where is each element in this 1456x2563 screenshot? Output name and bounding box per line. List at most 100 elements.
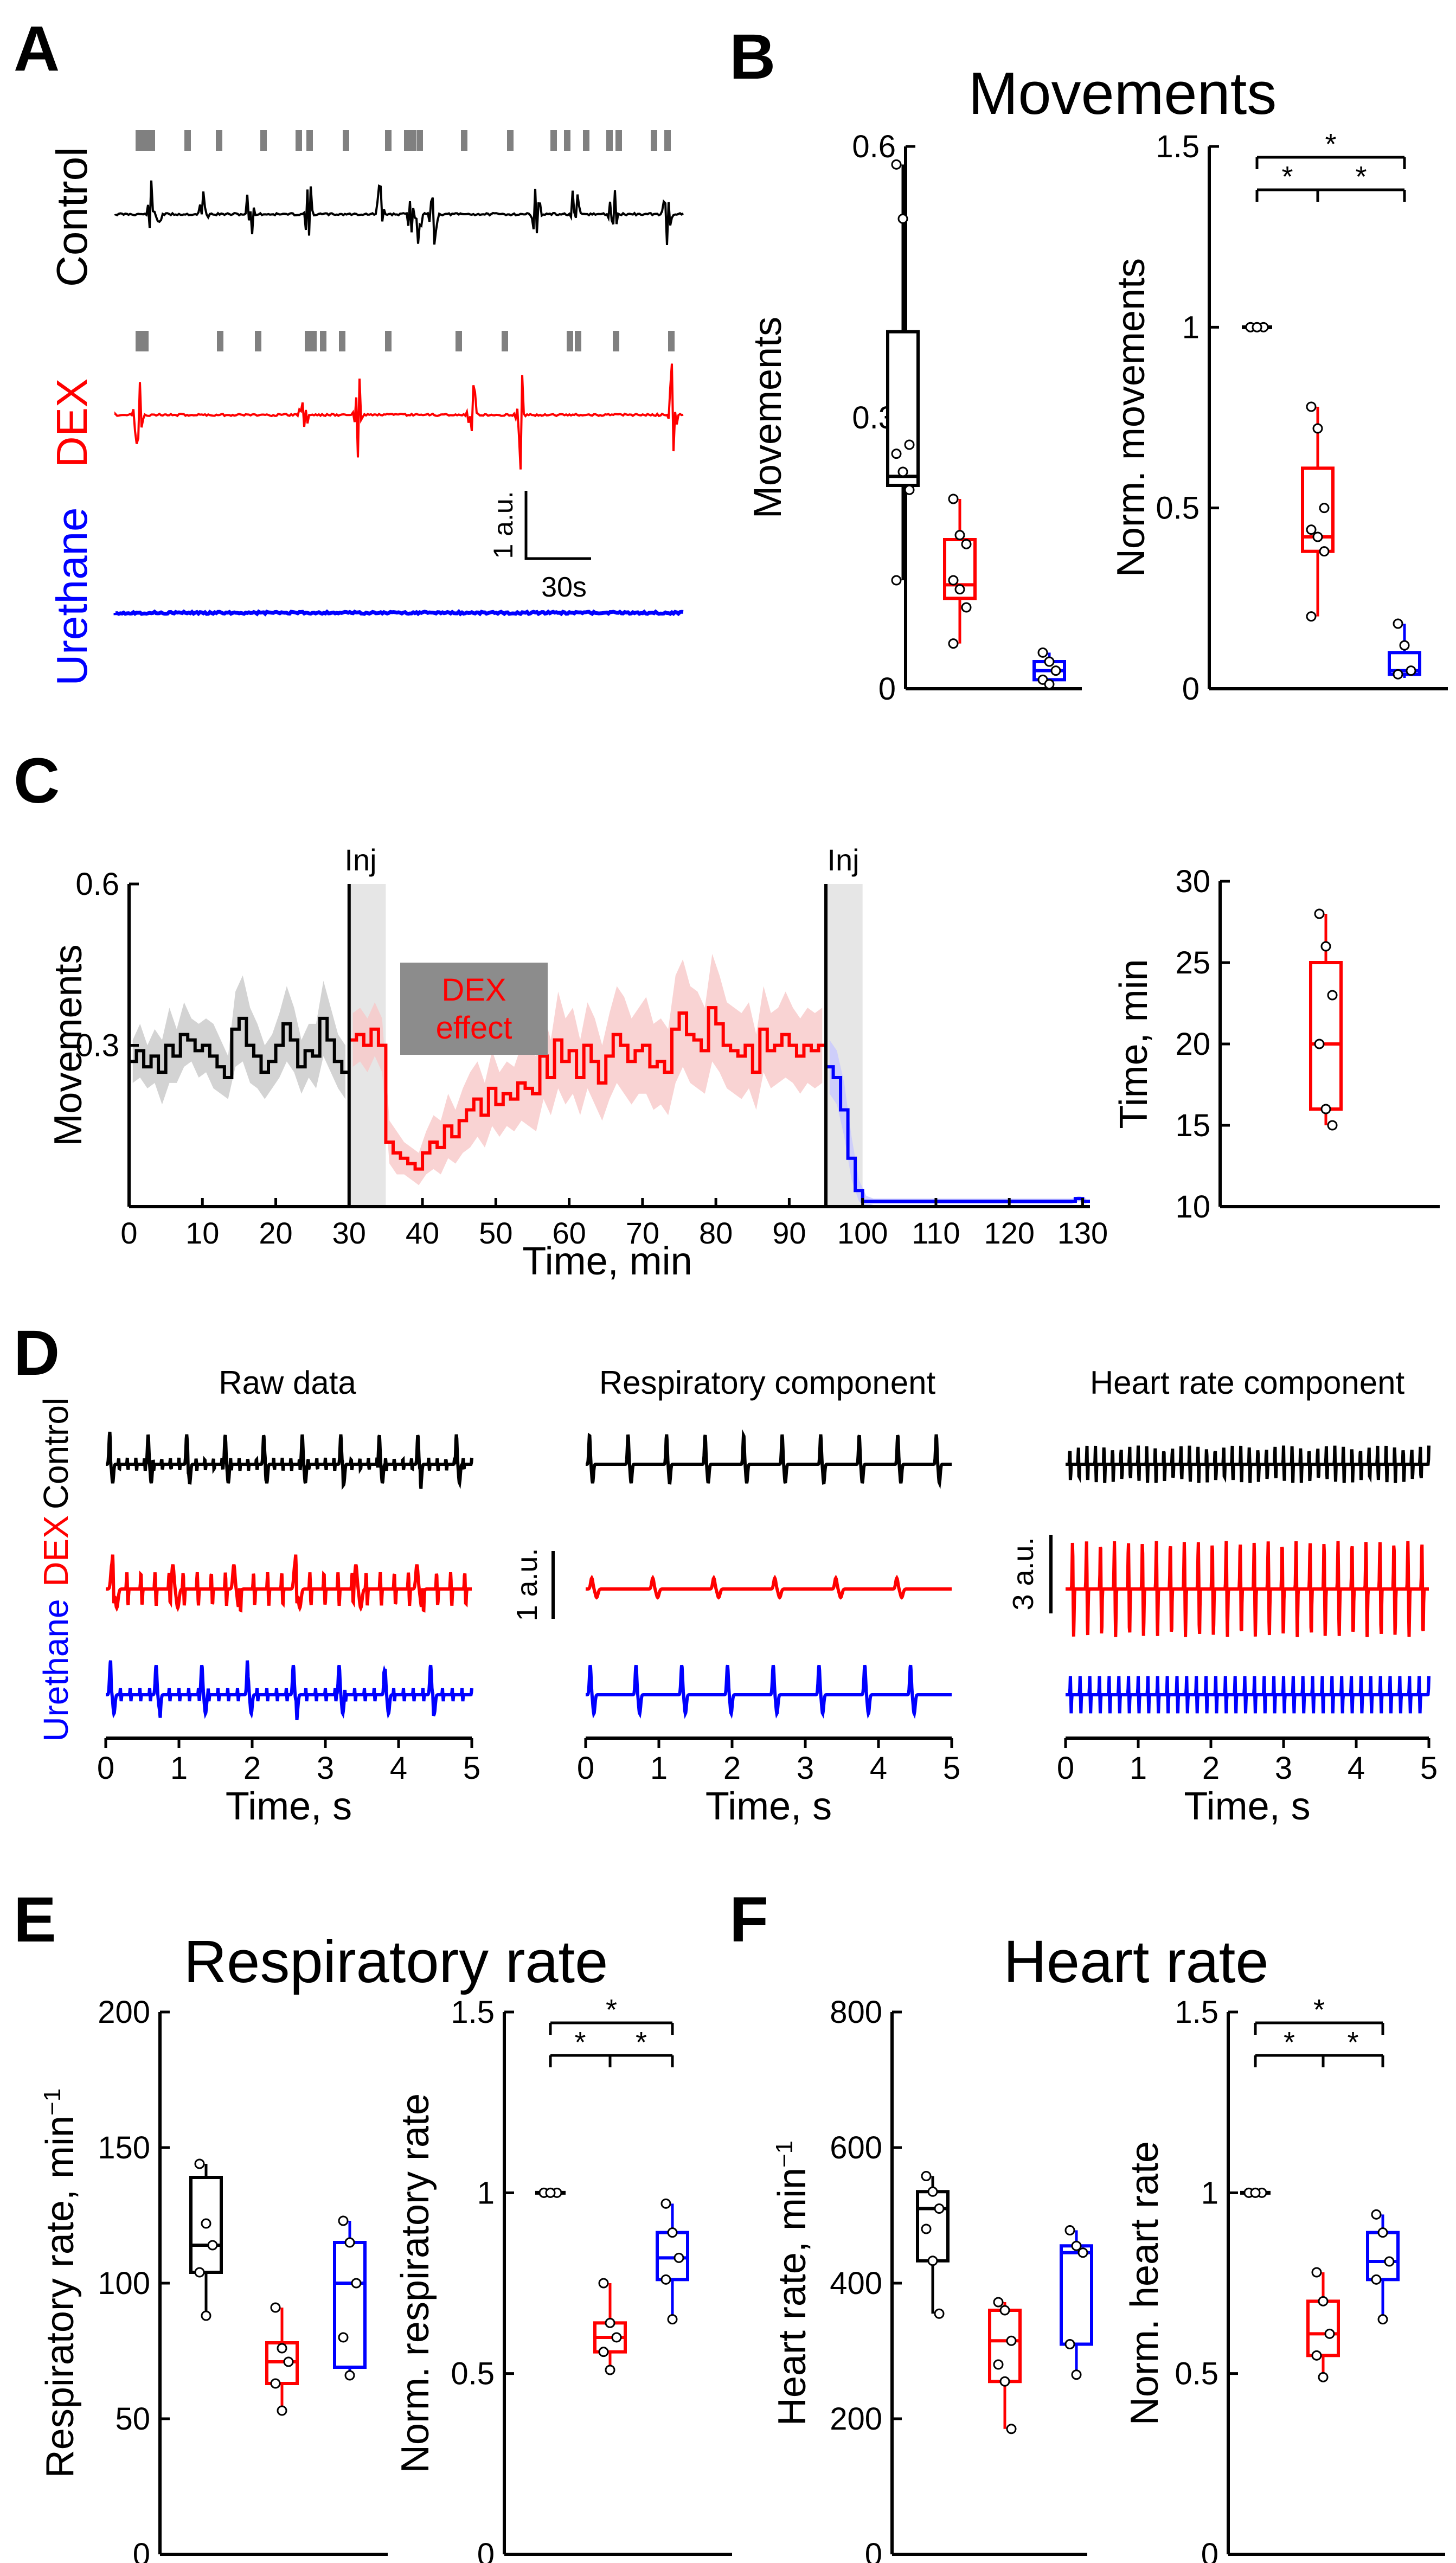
d-resp-trace-control (586, 1429, 952, 1489)
spread-dex (352, 953, 823, 1186)
data-point (1252, 322, 1262, 332)
inj-label-2: Inj (827, 843, 859, 877)
event-mark (217, 331, 223, 351)
data-point (1314, 908, 1325, 919)
data-point (1050, 665, 1061, 676)
y-tick-label: 20 (1175, 1027, 1210, 1062)
data-point (605, 2365, 615, 2375)
dex-label: DEX (48, 379, 96, 468)
data-point (1312, 423, 1323, 434)
data-point (351, 2278, 362, 2289)
box-dex (943, 494, 977, 649)
data-point (201, 2218, 211, 2229)
x-tick-label: 2 (243, 1751, 261, 1786)
y-axis-label: Time, min (1112, 959, 1156, 1129)
y-tick-label: 1 (1182, 310, 1200, 345)
d-heart-trace-urethane (1066, 1676, 1431, 1714)
event-mark (339, 331, 345, 351)
box-dex (593, 2278, 627, 2375)
event-mark (502, 331, 508, 351)
x-tick-label: 50 (479, 1216, 512, 1250)
x-tick-label: 0 (120, 1216, 137, 1250)
data-point (934, 2203, 945, 2214)
data-point (1044, 656, 1055, 667)
y-axis-label: Norm. movements (1109, 258, 1153, 577)
data-point (1320, 1104, 1331, 1114)
d-title-resp: Respiratory component (599, 1364, 936, 1401)
data-point (605, 2317, 615, 2328)
data-point (1306, 401, 1317, 412)
y-tick-label: 1 (477, 2175, 495, 2210)
x-tick-label: 70 (626, 1216, 659, 1250)
x-tick-label: 0 (97, 1751, 114, 1786)
y-tick-label: 0.3 (75, 1028, 119, 1063)
data-point (999, 2305, 1010, 2316)
event-mark (260, 130, 267, 151)
scale-x-label: 30s (541, 572, 587, 603)
data-point (897, 466, 908, 477)
y-tick-label: 0.6 (75, 867, 119, 902)
box-control (886, 159, 920, 586)
panel-a: Control DEX Urethane 1 a.u. 30s (48, 130, 684, 686)
event-mark (310, 331, 317, 351)
data-point (1071, 2240, 1082, 2251)
data-point (207, 2240, 218, 2251)
data-point (927, 2186, 938, 2197)
x-tick-label: 120 (984, 1216, 1034, 1250)
chart-f1: 0 200 400 600 800 Heart rate, min−1 (771, 1995, 1093, 2563)
y-tick-label: 15 (1175, 1108, 1210, 1143)
box-control (916, 2171, 950, 2319)
control-label: Control (48, 147, 96, 287)
box-control (189, 2158, 223, 2321)
x-tick-label: 4 (1348, 1751, 1365, 1786)
y-tick-label: 1.5 (1175, 1995, 1218, 2030)
dex-effect-box: DEX effect (400, 963, 548, 1055)
panel-letter-e: E (14, 1884, 56, 1956)
x-tick-label: 20 (259, 1216, 292, 1250)
event-mark (664, 130, 671, 151)
d-heart-trace-control (1066, 1445, 1431, 1483)
event-mark (461, 130, 467, 151)
x-tick-label: 100 (837, 1216, 888, 1250)
event-mark (320, 331, 326, 351)
y-tick-label: 0 (133, 2537, 150, 2563)
y-tick-label: 200 (830, 2401, 882, 2437)
d-scale-label-2: 3 a.u. (1007, 1537, 1040, 1610)
data-point (1064, 2339, 1075, 2349)
data-point (961, 539, 972, 549)
series-control (129, 1016, 349, 1079)
x-tick-label: 130 (1057, 1216, 1108, 1250)
significance-star: * (1281, 161, 1293, 193)
significance-star: * (606, 1994, 617, 2026)
y-tick-label: 0.5 (451, 2356, 495, 2392)
series-urethane (826, 1065, 1090, 1203)
significance-star: * (636, 2026, 647, 2059)
y-tick-label: 100 (98, 2266, 150, 2301)
box-urethane (333, 2215, 367, 2381)
box-dex (1306, 2267, 1340, 2382)
scale-y-label: 1 a.u. (488, 491, 518, 559)
data-point (598, 2347, 609, 2357)
event-mark (550, 130, 557, 151)
event-mark (216, 130, 222, 151)
x-tick-label: 60 (552, 1216, 586, 1250)
data-point (897, 213, 908, 224)
event-mark (142, 130, 149, 151)
y-axis-label: Norm. respiratory rate (394, 2093, 437, 2473)
data-point (1377, 2227, 1388, 2238)
event-mark (149, 130, 155, 151)
event-mark (564, 130, 570, 151)
y-tick-label: 30 (1175, 864, 1210, 899)
y-tick-label: 0.6 (852, 129, 896, 164)
data-point (1319, 503, 1330, 514)
event-mark (615, 130, 622, 151)
event-mark (567, 331, 573, 351)
y-tick-label: 150 (98, 2130, 150, 2165)
y-tick-label: 1.5 (1156, 129, 1200, 164)
event-mark (136, 130, 142, 151)
data-point (270, 2302, 281, 2313)
x-tick-label: 0 (1057, 1751, 1074, 1786)
box-control (535, 2187, 566, 2198)
data-point (993, 2297, 1004, 2308)
x-tick-label: 2 (723, 1751, 741, 1786)
